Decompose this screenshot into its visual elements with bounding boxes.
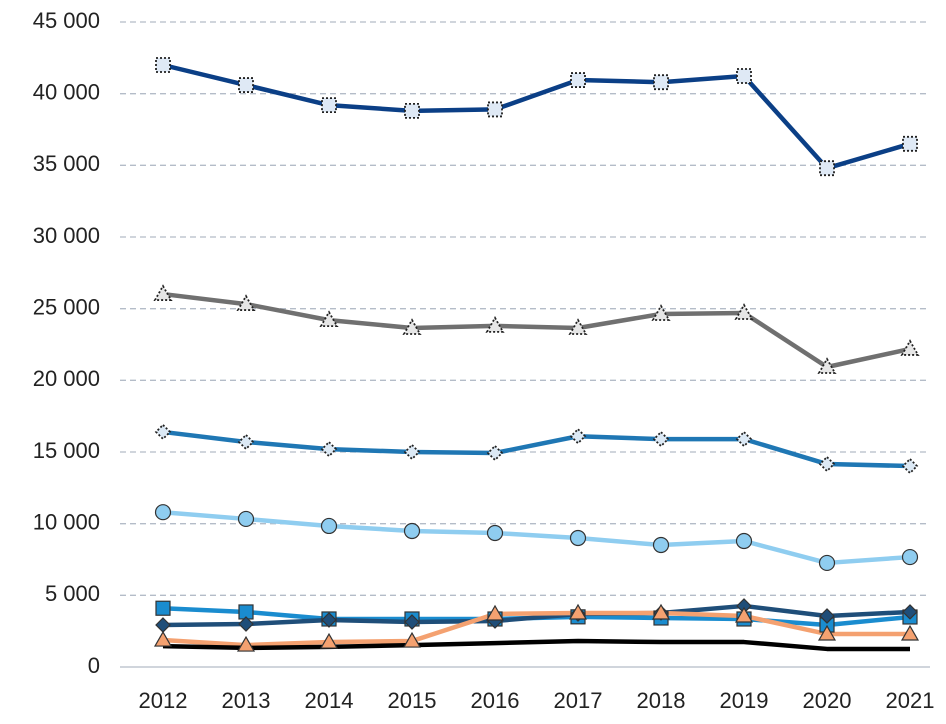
marker <box>485 604 505 621</box>
marker <box>735 430 753 448</box>
marker <box>153 630 173 647</box>
marker <box>320 440 338 458</box>
series-line <box>162 610 910 648</box>
marker <box>901 457 919 475</box>
marker <box>238 77 254 93</box>
marker <box>402 318 422 335</box>
marker <box>818 554 836 572</box>
marker <box>154 504 172 521</box>
marker <box>817 624 837 641</box>
marker <box>236 635 256 652</box>
marker <box>651 304 671 321</box>
marker <box>487 101 503 118</box>
marker <box>735 532 753 550</box>
marker <box>652 536 670 554</box>
y-tick-label: 45 000 <box>33 8 100 33</box>
marker <box>818 455 836 473</box>
marker <box>736 68 752 84</box>
marker <box>319 310 339 328</box>
x-tick-label: 2012 <box>139 688 188 713</box>
marker <box>569 427 587 445</box>
x-tick-label: 2017 <box>554 688 603 713</box>
x-tick-label: 2016 <box>471 688 520 713</box>
marker <box>320 517 338 535</box>
y-tick-label: 25 000 <box>33 294 100 319</box>
x-tick-label: 2019 <box>720 688 769 713</box>
y-tick-label: 35 000 <box>33 151 100 176</box>
marker <box>734 606 754 623</box>
marker <box>402 631 422 648</box>
y-tick-label: 40 000 <box>33 79 100 104</box>
x-tick-label: 2021 <box>886 688 935 713</box>
marker <box>486 524 504 542</box>
y-tick-label: 5 000 <box>45 581 100 606</box>
marker <box>403 443 421 461</box>
x-tick-label: 2020 <box>803 688 852 713</box>
marker <box>153 284 173 301</box>
marker <box>901 548 919 566</box>
marker <box>652 430 670 448</box>
series-line <box>162 291 911 370</box>
series-line <box>162 509 911 566</box>
series-line <box>162 638 910 652</box>
marker <box>155 600 171 616</box>
y-tick-label: 0 <box>88 653 100 678</box>
marker <box>570 72 586 88</box>
y-tick-label: 20 000 <box>33 366 100 391</box>
series-line <box>162 429 911 469</box>
marker <box>819 160 835 177</box>
x-tick-label: 2013 <box>222 688 271 713</box>
marker <box>155 57 171 73</box>
marker <box>154 423 172 441</box>
marker <box>155 617 171 633</box>
marker <box>819 608 835 624</box>
y-tick-label: 30 000 <box>33 223 100 248</box>
marker <box>237 433 255 451</box>
marker <box>321 612 337 628</box>
marker <box>404 102 420 119</box>
marker <box>404 614 420 630</box>
marker <box>319 632 339 649</box>
marker <box>237 510 255 528</box>
marker <box>403 522 421 540</box>
x-tick-label: 2014 <box>305 688 354 713</box>
x-tick-label: 2018 <box>637 688 686 713</box>
marker <box>486 444 504 462</box>
marker <box>653 74 669 91</box>
marker <box>734 303 754 320</box>
marker <box>569 529 587 547</box>
series-line <box>162 62 911 171</box>
marker <box>236 294 256 311</box>
marker <box>900 624 920 641</box>
marker <box>902 604 918 620</box>
marker <box>568 603 588 620</box>
x-tick-label: 2015 <box>388 688 437 713</box>
marker <box>321 97 337 114</box>
marker <box>817 357 837 374</box>
y-tick-label: 10 000 <box>33 509 100 534</box>
series-line <box>162 603 911 628</box>
y-tick-label: 15 000 <box>33 438 100 463</box>
marker <box>651 603 671 620</box>
marker <box>902 135 918 152</box>
marker <box>485 316 505 333</box>
marker <box>238 616 254 632</box>
marker <box>568 318 588 335</box>
marker <box>900 339 920 356</box>
